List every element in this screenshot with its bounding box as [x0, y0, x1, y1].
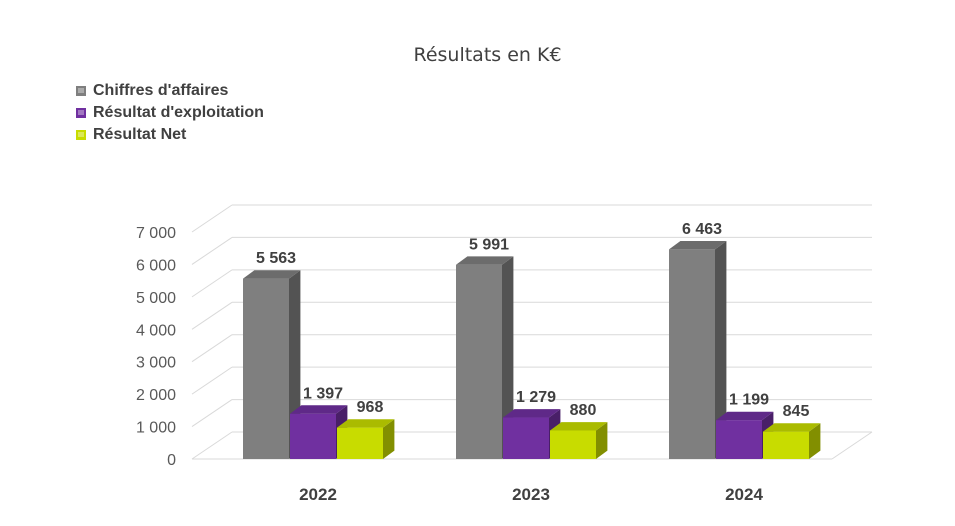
grid-connector [191, 301, 233, 330]
legend-item-revenue: Chiffres d'affaires [76, 80, 264, 102]
legend: Chiffres d'affaires Résultat d'exploitat… [76, 80, 264, 146]
x-category-label: 2024 [725, 485, 763, 504]
legend-swatch-net-result [76, 130, 86, 140]
bar-top [290, 405, 348, 414]
data-label: 880 [570, 402, 597, 419]
y-tick-label: 7 000 [136, 225, 176, 242]
y-tick-label: 1 000 [136, 420, 176, 437]
y-tick-label: 3 000 [136, 355, 176, 372]
legend-swatch-operating-result [76, 108, 86, 118]
data-label: 5 563 [256, 250, 296, 267]
bar-0-1 [290, 413, 336, 459]
bar-top [503, 409, 561, 418]
bar-top [337, 419, 395, 428]
grid-connector [191, 334, 233, 363]
bar-2-0 [669, 249, 715, 459]
bar-side [809, 423, 821, 459]
bar-side [383, 419, 395, 459]
grid-connector [191, 204, 233, 233]
floor-edge [831, 431, 873, 460]
grid-connector [191, 399, 233, 427]
legend-label: Chiffres d'affaires [93, 82, 229, 99]
grid-connector [191, 237, 233, 265]
data-label: 1 279 [516, 389, 556, 406]
bar-side [715, 241, 727, 459]
data-label: 1 397 [303, 385, 343, 402]
data-label: 968 [357, 399, 384, 416]
legend-item-operating-result: Résultat d'exploitation [76, 102, 264, 124]
legend-swatch-revenue [76, 86, 86, 96]
y-tick-label: 5 000 [136, 290, 176, 307]
data-label: 1 199 [729, 392, 769, 409]
bar-top [763, 423, 821, 432]
bar-side [596, 422, 608, 459]
legend-label: Résultat Net [93, 126, 187, 143]
bar-top [550, 422, 608, 431]
y-tick-label: 0 [167, 452, 176, 469]
x-category-label: 2022 [299, 485, 337, 504]
bar-2-1 [716, 420, 762, 459]
bar-side [502, 256, 514, 459]
chart-title: Résultats en K€ [413, 44, 562, 66]
grid-connector [191, 269, 233, 298]
bar-2-2 [763, 431, 809, 459]
data-label: 6 463 [682, 221, 722, 238]
bar-top [243, 270, 301, 279]
bar-0-0 [243, 278, 289, 459]
x-category-label: 2023 [512, 485, 550, 504]
bar-0-2 [337, 427, 383, 459]
bar-1-2 [550, 430, 596, 459]
bar-top [669, 241, 727, 250]
y-tick-label: 2 000 [136, 387, 176, 404]
data-label: 845 [783, 403, 810, 420]
legend-item-net-result: Résultat Net [76, 124, 264, 146]
bar-top [456, 256, 514, 265]
bar-1-1 [503, 417, 549, 459]
grid-connector [191, 431, 233, 460]
legend-label: Résultat d'exploitation [93, 104, 264, 121]
grid-connector [191, 366, 233, 395]
bar-1-0 [456, 264, 502, 459]
y-tick-label: 4 000 [136, 322, 176, 339]
data-label: 5 991 [469, 236, 509, 253]
y-tick-label: 6 000 [136, 257, 176, 274]
bar-top [716, 411, 774, 421]
